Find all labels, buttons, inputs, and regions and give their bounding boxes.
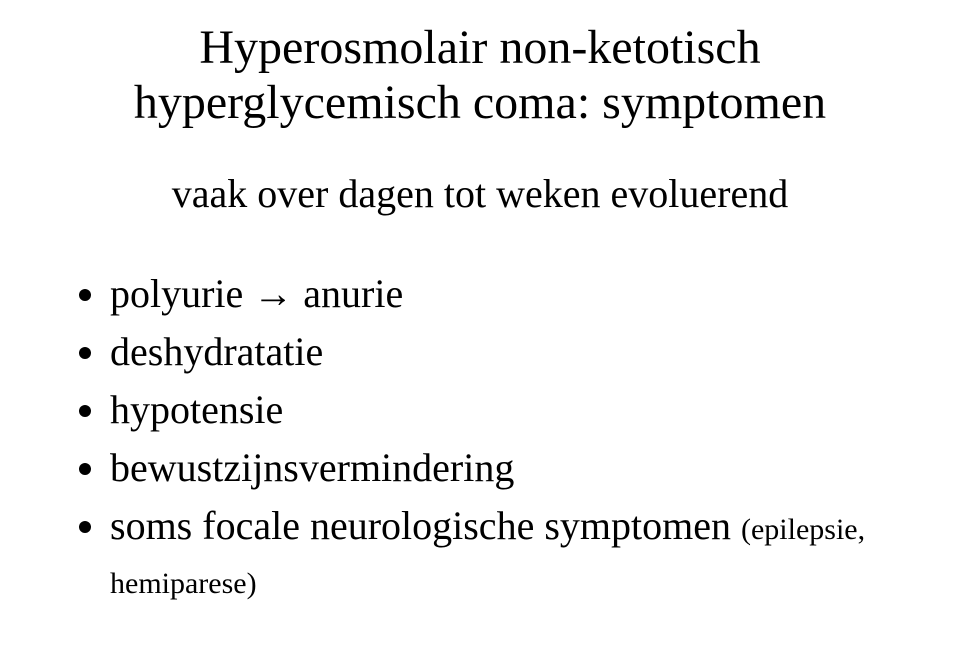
list-item: soms focale neurologische symptomen (epi… <box>110 499 900 607</box>
title-line-2: hyperglycemisch coma: symptomen <box>134 76 826 129</box>
list-item: bewustzijnsvermindering <box>110 441 900 495</box>
list-item: polyurie → anurie <box>110 267 900 321</box>
title-line-1: Hyperosmolair non-ketotisch <box>199 21 760 74</box>
list-item: deshydratatie <box>110 325 900 379</box>
list-item: hypotensie <box>110 383 900 437</box>
slide-subtitle: vaak over dagen tot weken evoluerend <box>60 170 900 217</box>
bullet-text: soms focale neurologische symptomen <box>110 503 741 548</box>
slide: Hyperosmolair non-ketotisch hyperglycemi… <box>0 0 960 655</box>
bullet-text: deshydratatie <box>110 329 323 374</box>
bullet-list: polyurie → anurie deshydratatie hypotens… <box>60 267 900 607</box>
bullet-text: bewustzijnsvermindering <box>110 445 514 490</box>
slide-title: Hyperosmolair non-ketotisch hyperglycemi… <box>60 20 900 130</box>
bullet-text: hypotensie <box>110 387 283 432</box>
bullet-text: polyurie → anurie <box>110 271 403 316</box>
